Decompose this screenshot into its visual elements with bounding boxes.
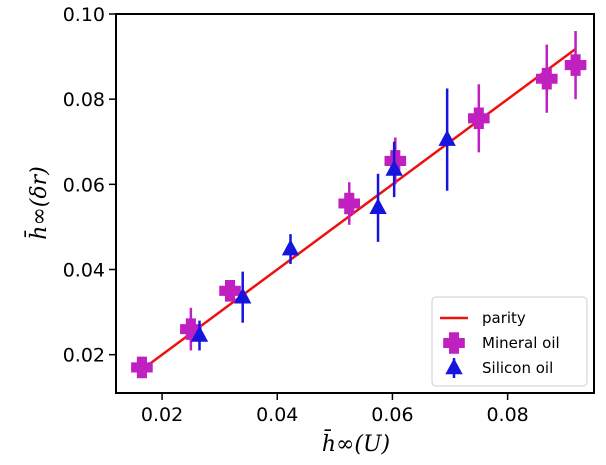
mineral-oil-point bbox=[535, 44, 558, 113]
mineral-oil-marker bbox=[180, 318, 202, 340]
plot-content bbox=[131, 31, 587, 379]
legend-mineral-oil-marker bbox=[443, 332, 465, 354]
mineral-oil-marker bbox=[468, 107, 490, 130]
mineral-oil-marker bbox=[564, 54, 587, 76]
silicon-oil-point bbox=[281, 234, 300, 264]
mineral-oil-marker bbox=[131, 356, 153, 379]
legend-entry-silicon-oil: Silicon oil bbox=[445, 358, 553, 378]
y-tick-label: 0.06 bbox=[63, 174, 105, 196]
mineral-oil-point bbox=[219, 279, 241, 302]
silicon-oil-point bbox=[438, 88, 456, 191]
mineral-oil-point bbox=[468, 84, 490, 153]
silicon-oil-marker bbox=[385, 159, 403, 176]
y-tick-label: 0.08 bbox=[63, 89, 105, 111]
mineral-oil-point bbox=[131, 356, 153, 379]
silicon-oil-point bbox=[234, 271, 252, 323]
silicon-oil-marker bbox=[190, 325, 209, 342]
legend-silicon-oil-label: Silicon oil bbox=[482, 359, 553, 377]
mineral-oil-point bbox=[564, 31, 587, 100]
silicon-oil-marker bbox=[369, 197, 387, 215]
x-axis-ticks: 0.02 0.04 0.06 0.08 bbox=[141, 393, 529, 426]
legend-entry-parity: parity bbox=[440, 309, 526, 327]
x-tick-label: 0.06 bbox=[371, 404, 413, 426]
mineral-oil-point bbox=[180, 307, 202, 351]
mineral-oil-marker bbox=[219, 279, 241, 302]
silicon-oil-point bbox=[190, 320, 209, 351]
x-axis-label: h̄∞(U) bbox=[322, 429, 390, 457]
y-tick-label: 0.10 bbox=[63, 4, 105, 26]
y-axis-label: h̄∞(δr) bbox=[24, 166, 52, 239]
plot-frame bbox=[115, 13, 595, 394]
mineral-oil-marker bbox=[338, 192, 361, 215]
legend: parity Mineral oil Silicon oil bbox=[431, 296, 588, 387]
silicon-oil-point bbox=[369, 173, 387, 242]
parity-line bbox=[141, 48, 576, 371]
y-tick-label: 0.02 bbox=[63, 345, 105, 367]
silicon-oil-marker bbox=[438, 129, 456, 146]
legend-parity-label: parity bbox=[482, 309, 526, 327]
x-tick-label: 0.02 bbox=[141, 404, 183, 426]
silicon-oil-marker bbox=[234, 287, 252, 304]
mineral-oil-point bbox=[338, 182, 361, 225]
legend-silicon-oil-marker bbox=[445, 358, 463, 375]
x-tick-label: 0.08 bbox=[486, 404, 528, 426]
silicon-oil-marker bbox=[281, 239, 300, 256]
y-tick-label: 0.04 bbox=[63, 260, 105, 282]
legend-box bbox=[431, 296, 588, 387]
legend-mineral-oil-label: Mineral oil bbox=[482, 334, 560, 352]
x-tick-label: 0.04 bbox=[256, 404, 298, 426]
legend-entry-mineral-oil: Mineral oil bbox=[443, 332, 560, 354]
silicon-oil-point bbox=[385, 141, 403, 198]
y-axis-ticks: 0.02 0.04 0.06 0.08 0.10 bbox=[63, 4, 116, 367]
mineral-oil-marker bbox=[535, 67, 558, 90]
